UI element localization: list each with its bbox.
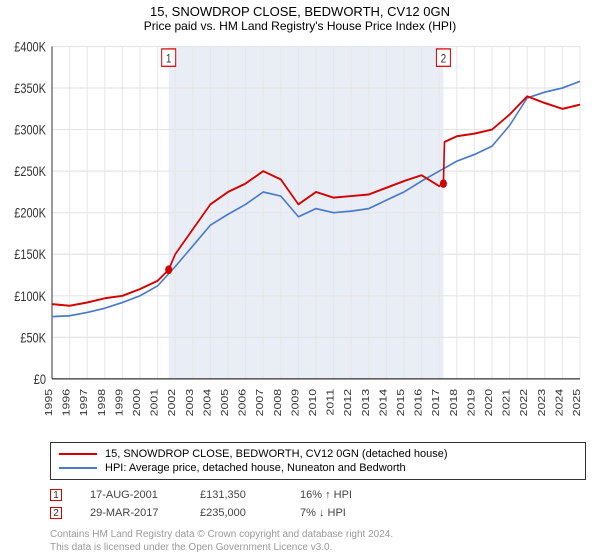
event-marker: 2 <box>50 507 62 519</box>
legend-item: HPI: Average price, detached house, Nune… <box>59 461 577 475</box>
legend-label: 15, SNOWDROP CLOSE, BEDWORTH, CV12 0GN (… <box>105 448 448 460</box>
attribution: Contains HM Land Registry data © Crown c… <box>50 528 586 554</box>
svg-text:£0: £0 <box>34 372 46 387</box>
svg-text:2015: 2015 <box>396 389 407 417</box>
svg-text:2: 2 <box>441 53 447 66</box>
svg-text:2014: 2014 <box>378 389 389 417</box>
event-price: £131,350 <box>200 489 300 501</box>
svg-text:1998: 1998 <box>97 389 108 417</box>
svg-text:£200K: £200K <box>14 206 46 221</box>
svg-text:1999: 1999 <box>114 389 125 417</box>
page-title: 15, SNOWDROP CLOSE, BEDWORTH, CV12 0GN <box>0 4 600 19</box>
svg-text:£350K: £350K <box>14 81 46 96</box>
svg-text:£100K: £100K <box>14 289 46 304</box>
svg-text:£300K: £300K <box>14 122 46 137</box>
event-date: 17-AUG-2001 <box>90 489 200 501</box>
event-row: 2 29-MAR-2017£235,0007% ↓ HPI <box>50 504 586 522</box>
svg-text:2004: 2004 <box>202 389 213 417</box>
event-hpi: 7% ↓ HPI <box>300 507 346 519</box>
svg-text:2025: 2025 <box>572 389 583 417</box>
svg-text:2003: 2003 <box>185 389 196 417</box>
event-marker: 1 <box>50 489 62 501</box>
legend-swatch <box>59 467 97 469</box>
svg-text:2005: 2005 <box>220 389 231 417</box>
svg-text:£150K: £150K <box>14 247 46 262</box>
event-row: 1 17-AUG-2001£131,35016% ↑ HPI <box>50 486 586 504</box>
svg-text:2011: 2011 <box>326 389 337 416</box>
svg-text:2012: 2012 <box>343 389 354 417</box>
svg-text:2006: 2006 <box>238 389 249 417</box>
svg-text:2009: 2009 <box>290 389 301 417</box>
svg-text:2008: 2008 <box>273 389 284 417</box>
svg-text:2007: 2007 <box>255 389 266 417</box>
svg-text:1995: 1995 <box>44 389 55 417</box>
svg-text:2024: 2024 <box>554 389 565 417</box>
svg-text:2001: 2001 <box>150 389 161 417</box>
attribution-line: Contains HM Land Registry data © Crown c… <box>50 528 586 541</box>
legend-label: HPI: Average price, detached house, Nune… <box>105 462 406 474</box>
svg-text:2017: 2017 <box>431 389 442 417</box>
svg-text:2018: 2018 <box>449 389 460 417</box>
svg-text:1997: 1997 <box>79 389 90 417</box>
svg-text:2016: 2016 <box>414 389 425 417</box>
legend-swatch <box>59 453 97 455</box>
svg-text:£250K: £250K <box>14 164 46 179</box>
svg-text:2020: 2020 <box>484 389 495 417</box>
svg-text:2023: 2023 <box>537 389 548 417</box>
svg-text:2002: 2002 <box>167 389 178 417</box>
legend-item: 15, SNOWDROP CLOSE, BEDWORTH, CV12 0GN (… <box>59 447 577 461</box>
event-price: £235,000 <box>200 507 300 519</box>
chart-legend: 15, SNOWDROP CLOSE, BEDWORTH, CV12 0GN (… <box>50 442 586 480</box>
svg-text:2022: 2022 <box>519 389 530 417</box>
svg-text:2013: 2013 <box>361 389 372 417</box>
svg-text:1996: 1996 <box>62 389 73 417</box>
svg-text:2019: 2019 <box>466 389 477 417</box>
svg-text:2021: 2021 <box>502 389 513 417</box>
svg-text:£400K: £400K <box>14 39 46 54</box>
svg-text:2010: 2010 <box>308 389 319 417</box>
attribution-line: This data is licensed under the Open Gov… <box>50 541 586 554</box>
price-chart: £0 £50K £100K £150K £200K £250K £300K £350K £400… <box>8 39 586 436</box>
event-list: 1 17-AUG-2001£131,35016% ↑ HPI 2 29-MAR-201… <box>50 486 586 522</box>
svg-text:1: 1 <box>166 53 172 66</box>
page-subtitle: Price paid vs. HM Land Registry's House … <box>0 19 600 33</box>
svg-text:£50K: £50K <box>20 330 46 345</box>
event-date: 29-MAR-2017 <box>90 507 200 519</box>
event-hpi: 16% ↑ HPI <box>300 489 352 501</box>
svg-text:2000: 2000 <box>132 389 143 417</box>
